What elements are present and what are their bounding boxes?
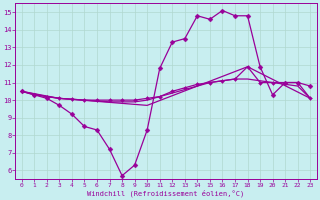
X-axis label: Windchill (Refroidissement éolien,°C): Windchill (Refroidissement éolien,°C): [87, 189, 244, 197]
